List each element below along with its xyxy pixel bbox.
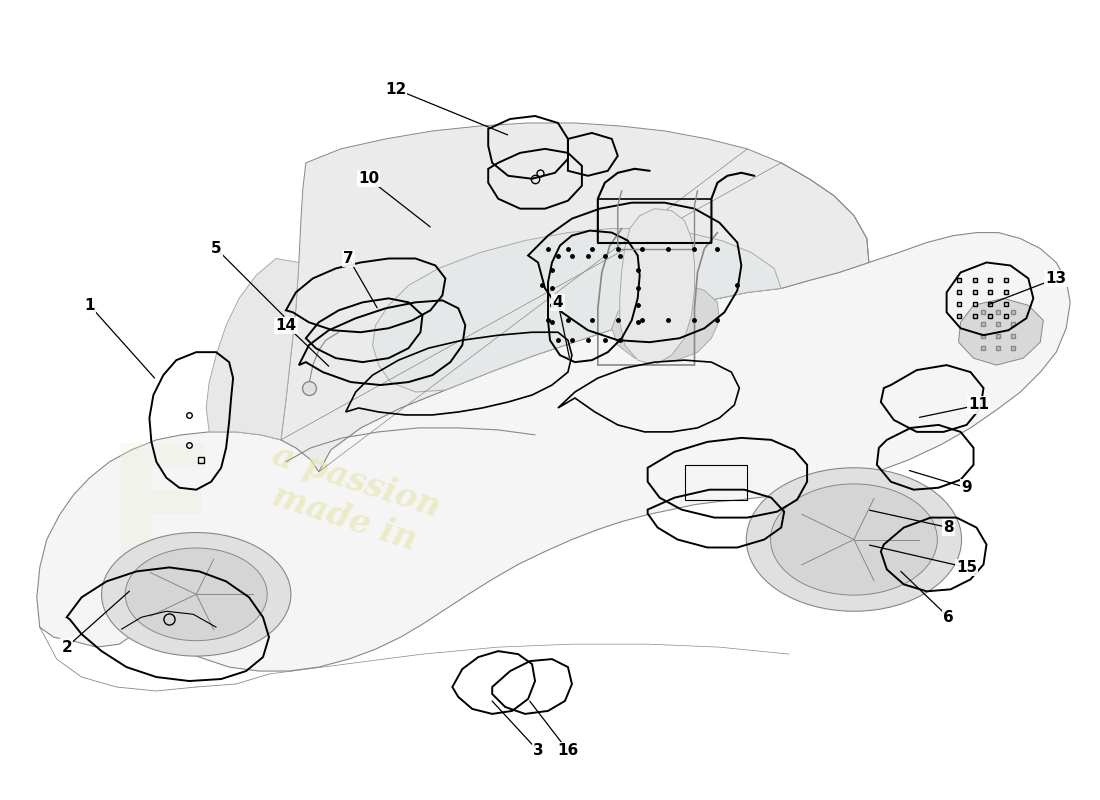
Text: a passion
made in: a passion made in [256,438,444,561]
Text: 2: 2 [62,640,73,654]
Polygon shape [36,233,1070,671]
Ellipse shape [125,548,267,641]
Ellipse shape [746,468,961,611]
Text: 12: 12 [385,82,406,97]
Text: 14: 14 [275,318,297,333]
Ellipse shape [101,533,290,656]
Polygon shape [280,123,869,472]
Text: 5: 5 [211,241,221,256]
Text: 11: 11 [968,398,989,413]
Text: 7: 7 [343,251,354,266]
Text: F: F [104,438,218,601]
Polygon shape [206,258,299,440]
Polygon shape [958,298,1043,365]
Text: 16: 16 [558,743,579,758]
Text: 4: 4 [552,295,563,310]
Text: 13: 13 [1046,271,1067,286]
Ellipse shape [770,484,937,595]
Text: 15: 15 [956,560,977,575]
Text: 3: 3 [532,743,543,758]
Polygon shape [612,286,719,362]
Polygon shape [373,229,781,392]
Polygon shape [619,209,694,365]
Text: 9: 9 [961,480,972,495]
Text: 8: 8 [944,520,954,535]
Text: 1: 1 [85,298,95,313]
Text: 6: 6 [943,610,954,625]
Text: 10: 10 [359,171,380,186]
